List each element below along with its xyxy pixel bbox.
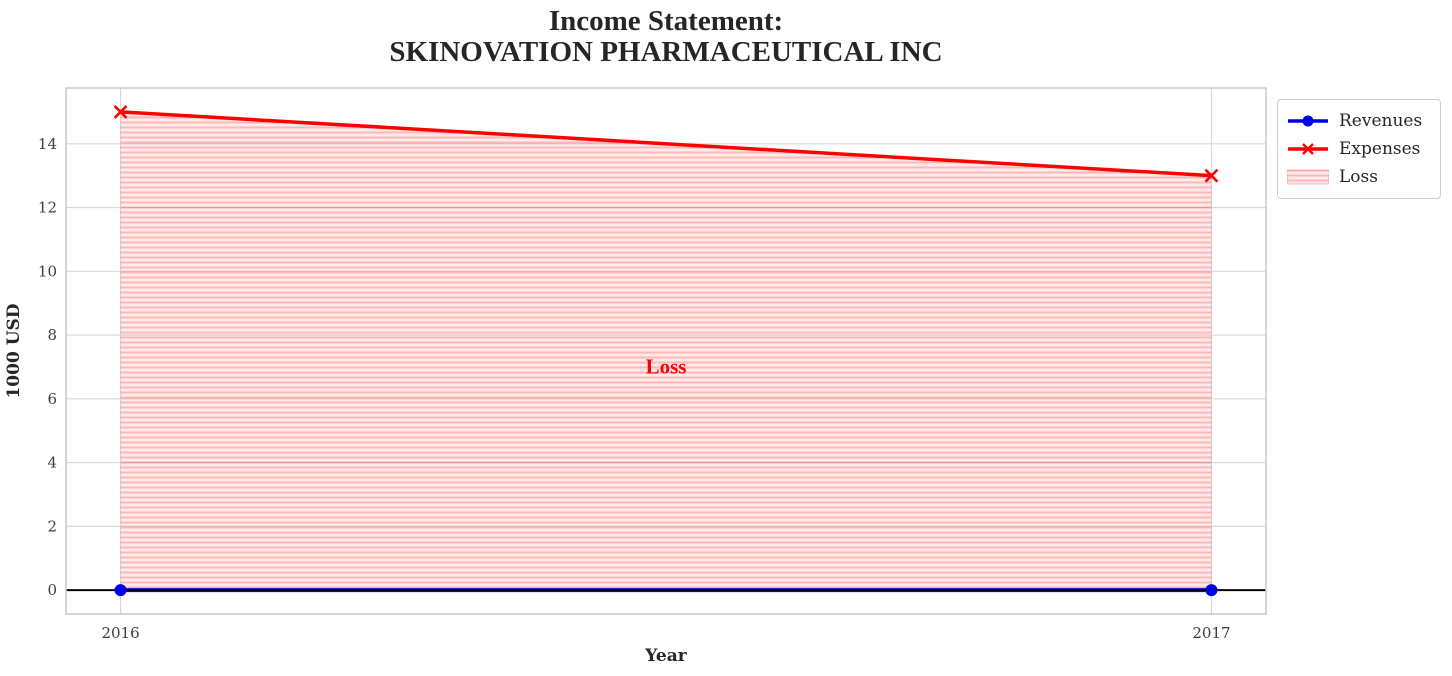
legend-label-revenues: Revenues	[1339, 111, 1423, 131]
y-tick-label: 14	[38, 135, 57, 153]
legend: Revenues Expenses Loss	[1277, 99, 1441, 199]
legend-item-revenues: Revenues	[1287, 107, 1430, 135]
chart-title-line2: SKINOVATION PHARMACEUTICAL INC	[389, 36, 943, 68]
chart-title: Income Statement: SKINOVATION PHARMACEUT…	[66, 6, 1266, 68]
x-tick-label: 2016	[101, 624, 139, 642]
legend-item-expenses: Expenses	[1287, 135, 1430, 163]
loss-area	[120, 111, 1212, 591]
expenses-marker	[1204, 168, 1219, 183]
expenses-line-swatch-icon	[1288, 143, 1328, 155]
legend-label-expenses: Expenses	[1339, 139, 1421, 159]
revenues-marker	[114, 584, 127, 597]
chart-title-line1: Income Statement:	[548, 5, 784, 37]
expenses-marker	[113, 104, 128, 119]
y-tick-label: 12	[38, 199, 57, 217]
expenses-line	[120, 110, 1212, 178]
y-tick-label: 8	[47, 326, 57, 344]
legend-label-loss: Loss	[1339, 167, 1378, 187]
loss-patch-swatch-icon	[1287, 169, 1329, 185]
revenues-marker	[1205, 584, 1218, 597]
revenues-line-swatch-icon	[1288, 115, 1328, 127]
x-axis-label: Year	[645, 646, 687, 666]
y-axis-label: 1000 USD	[4, 303, 24, 399]
y-tick-label: 4	[47, 454, 57, 472]
plot-border	[65, 87, 1267, 615]
y-tick-label: 2	[47, 517, 57, 535]
x-tick-label: 2017	[1192, 624, 1230, 642]
y-tick-label: 6	[47, 390, 57, 408]
y-tick-label: 10	[38, 262, 57, 280]
legend-item-loss: Loss	[1287, 163, 1430, 191]
loss-annotation: Loss	[645, 354, 687, 379]
y-tick-label: 0	[47, 581, 57, 599]
